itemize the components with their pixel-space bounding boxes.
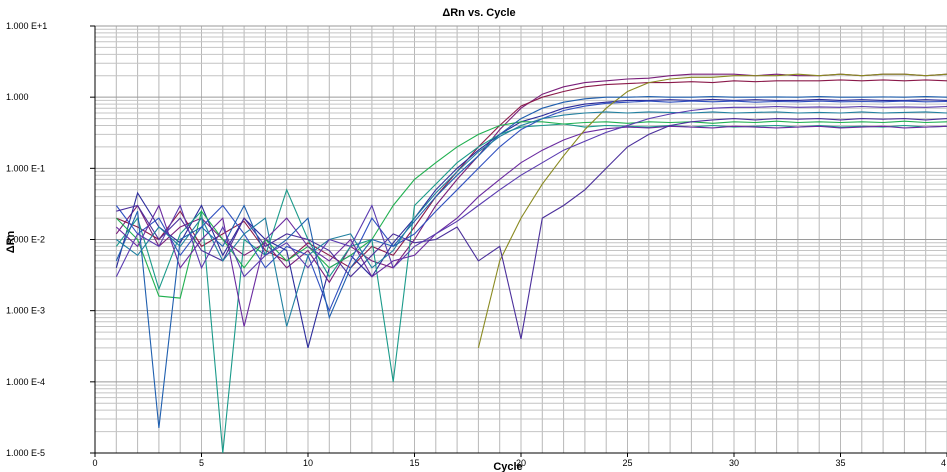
y-tick-label: 1.000 E-2 bbox=[6, 235, 45, 245]
x-tick-label: 10 bbox=[303, 458, 313, 468]
x-tick-label: 15 bbox=[409, 458, 419, 468]
chart-title: ΔRn vs. Cycle bbox=[442, 7, 515, 19]
y-tick-label: 1.000 bbox=[6, 92, 29, 102]
y-tick-label: 1.000 E-3 bbox=[6, 306, 45, 316]
series-line-6 bbox=[115, 100, 947, 313]
x-tick-label: 25 bbox=[622, 458, 632, 468]
y-tick-label: 1.000 E-5 bbox=[6, 448, 45, 458]
y-tick-label: 1.000 E-4 bbox=[6, 377, 45, 387]
series-line-12 bbox=[115, 105, 947, 278]
series-line-10 bbox=[115, 96, 947, 428]
series-line-2 bbox=[116, 79, 947, 269]
x-tick-label: 5 bbox=[199, 458, 204, 468]
series-line-7 bbox=[115, 125, 947, 327]
y-tick-label: 1.000 E-1 bbox=[6, 163, 45, 173]
axis-layer bbox=[90, 25, 947, 457]
x-tick-label: 4 bbox=[941, 458, 946, 468]
x-tick-label: 0 bbox=[92, 458, 97, 468]
x-tick-label: 35 bbox=[835, 458, 845, 468]
x-tick-label: 30 bbox=[729, 458, 739, 468]
x-tick-label: 20 bbox=[516, 458, 526, 468]
y-axis-label: ΔRn bbox=[5, 230, 17, 253]
series-line-3 bbox=[115, 98, 947, 349]
label-layer: 1.000 E+1 1.000 1.000 E-1 1.000 E-2 1.000 E-… bbox=[6, 21, 946, 468]
series-layer bbox=[115, 73, 947, 453]
series-line-9 bbox=[116, 118, 947, 340]
series-line-8 bbox=[477, 73, 947, 349]
series-line-11 bbox=[115, 111, 947, 327]
x-axis-label: Cycle bbox=[493, 461, 522, 472]
y-tick-label: 1.000 E+1 bbox=[6, 21, 47, 31]
